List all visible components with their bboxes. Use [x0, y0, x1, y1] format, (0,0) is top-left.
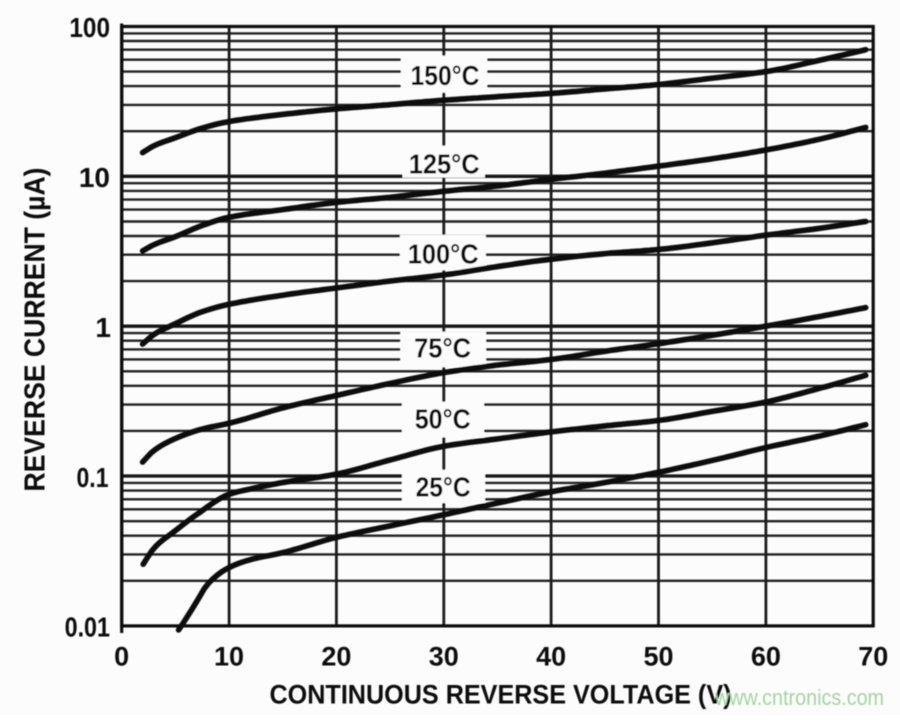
svg-text:50: 50: [643, 641, 673, 671]
svg-text:150°C: 150°C: [411, 60, 480, 91]
svg-text:1: 1: [95, 312, 111, 343]
svg-text:40: 40: [536, 641, 566, 671]
svg-text:CONTINUOUS REVERSE VOLTAGE (V): CONTINUOUS REVERSE VOLTAGE (V): [270, 680, 732, 710]
svg-text:50°C: 50°C: [415, 403, 471, 434]
svg-text:0.1: 0.1: [77, 462, 109, 493]
svg-text:100°C: 100°C: [408, 239, 479, 270]
svg-text:20: 20: [321, 641, 351, 671]
svg-text:25°C: 25°C: [416, 472, 471, 503]
svg-text:0: 0: [114, 641, 129, 671]
svg-text:75°C: 75°C: [414, 332, 471, 363]
svg-text:REVERSE CURRENT (µA): REVERSE CURRENT (µA): [20, 168, 52, 492]
svg-text:30: 30: [429, 641, 459, 671]
svg-text:70: 70: [858, 641, 888, 671]
svg-text:10: 10: [214, 641, 244, 671]
svg-text:10: 10: [79, 162, 110, 193]
svg-text:60: 60: [751, 641, 781, 671]
svg-text:125°C: 125°C: [409, 149, 480, 180]
svg-text:www.cntronics.com: www.cntronics.com: [714, 685, 884, 710]
svg-text:100: 100: [69, 12, 110, 43]
svg-text:0.01: 0.01: [65, 611, 110, 642]
